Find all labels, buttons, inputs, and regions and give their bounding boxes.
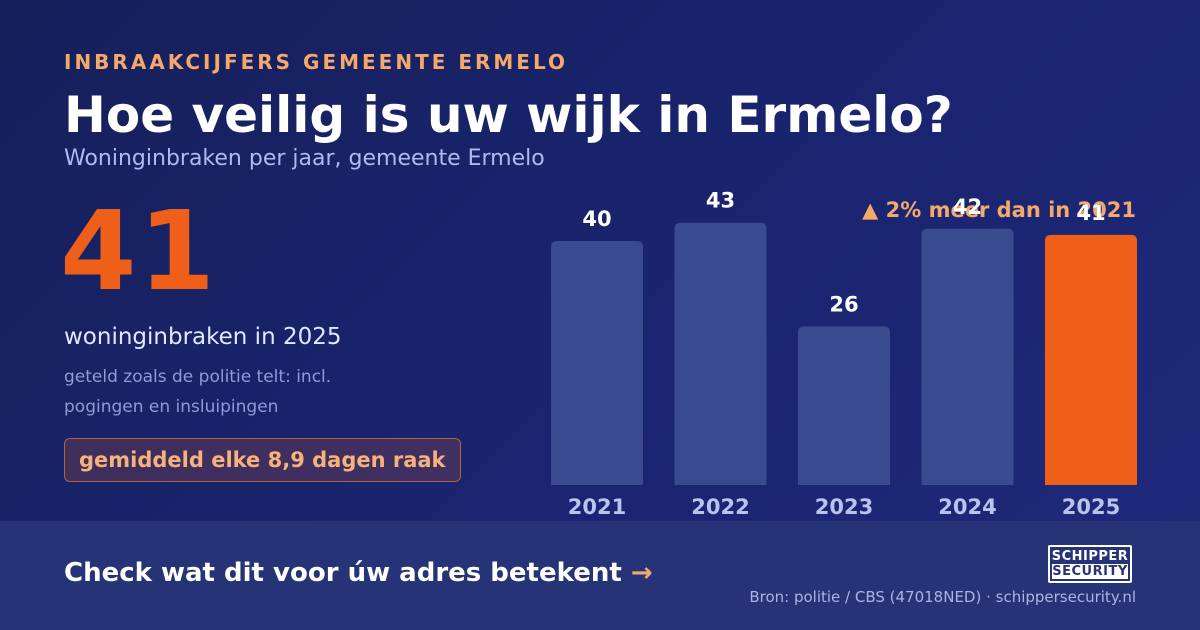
category-label-2025: 2025 bbox=[1062, 495, 1120, 519]
category-label-2021: 2021 bbox=[568, 495, 626, 519]
bar-2024 bbox=[921, 228, 1014, 486]
value-label-2023: 26 bbox=[829, 292, 858, 316]
kicker: INBRAAKCIJFERS GEMEENTE ERMELO bbox=[64, 50, 569, 74]
cta-link[interactable]: Check wat dit voor úw adres betekent → bbox=[64, 558, 653, 588]
bar-2025 bbox=[1045, 234, 1137, 485]
page-title: Hoe veilig is uw wijk in Ermelo? bbox=[64, 86, 953, 144]
frequency-badge: gemiddeld elke 8,9 dagen raak bbox=[64, 438, 461, 482]
bar-2022 bbox=[674, 222, 767, 485]
value-label-2022: 43 bbox=[706, 189, 735, 213]
page-subtitle: Woninginbraken per jaar, gemeente Ermelo bbox=[64, 146, 545, 171]
logo: SCHIPPER SECURITY bbox=[1048, 545, 1132, 583]
cta-text: Check wat dit voor úw adres betekent bbox=[64, 558, 622, 588]
category-label-2022: 2022 bbox=[691, 495, 749, 519]
highlight-note: geteld zoals de politie telt: incl. pogi… bbox=[64, 367, 332, 417]
arrow-right-icon: → bbox=[630, 558, 653, 588]
category-label-2023: 2023 bbox=[815, 495, 873, 519]
source-note: Bron: politie / CBS (47018NED) · schippe… bbox=[749, 588, 1136, 606]
logo-line-2: SECURITY bbox=[1052, 564, 1128, 579]
value-label-2021: 40 bbox=[582, 207, 611, 231]
bar-2021 bbox=[551, 241, 643, 485]
highlight-number: 41 bbox=[60, 187, 218, 315]
highlight-caption: woninginbraken in 2025 bbox=[64, 324, 342, 350]
footer-bar: Check wat dit voor úw adres betekent → S… bbox=[0, 521, 1200, 630]
trend-label: ▲ 2% meer dan in 2021 bbox=[862, 198, 1136, 222]
bar-2023 bbox=[798, 326, 890, 485]
category-label-2024: 2024 bbox=[938, 495, 996, 519]
logo-line-1: SCHIPPER bbox=[1051, 549, 1129, 564]
